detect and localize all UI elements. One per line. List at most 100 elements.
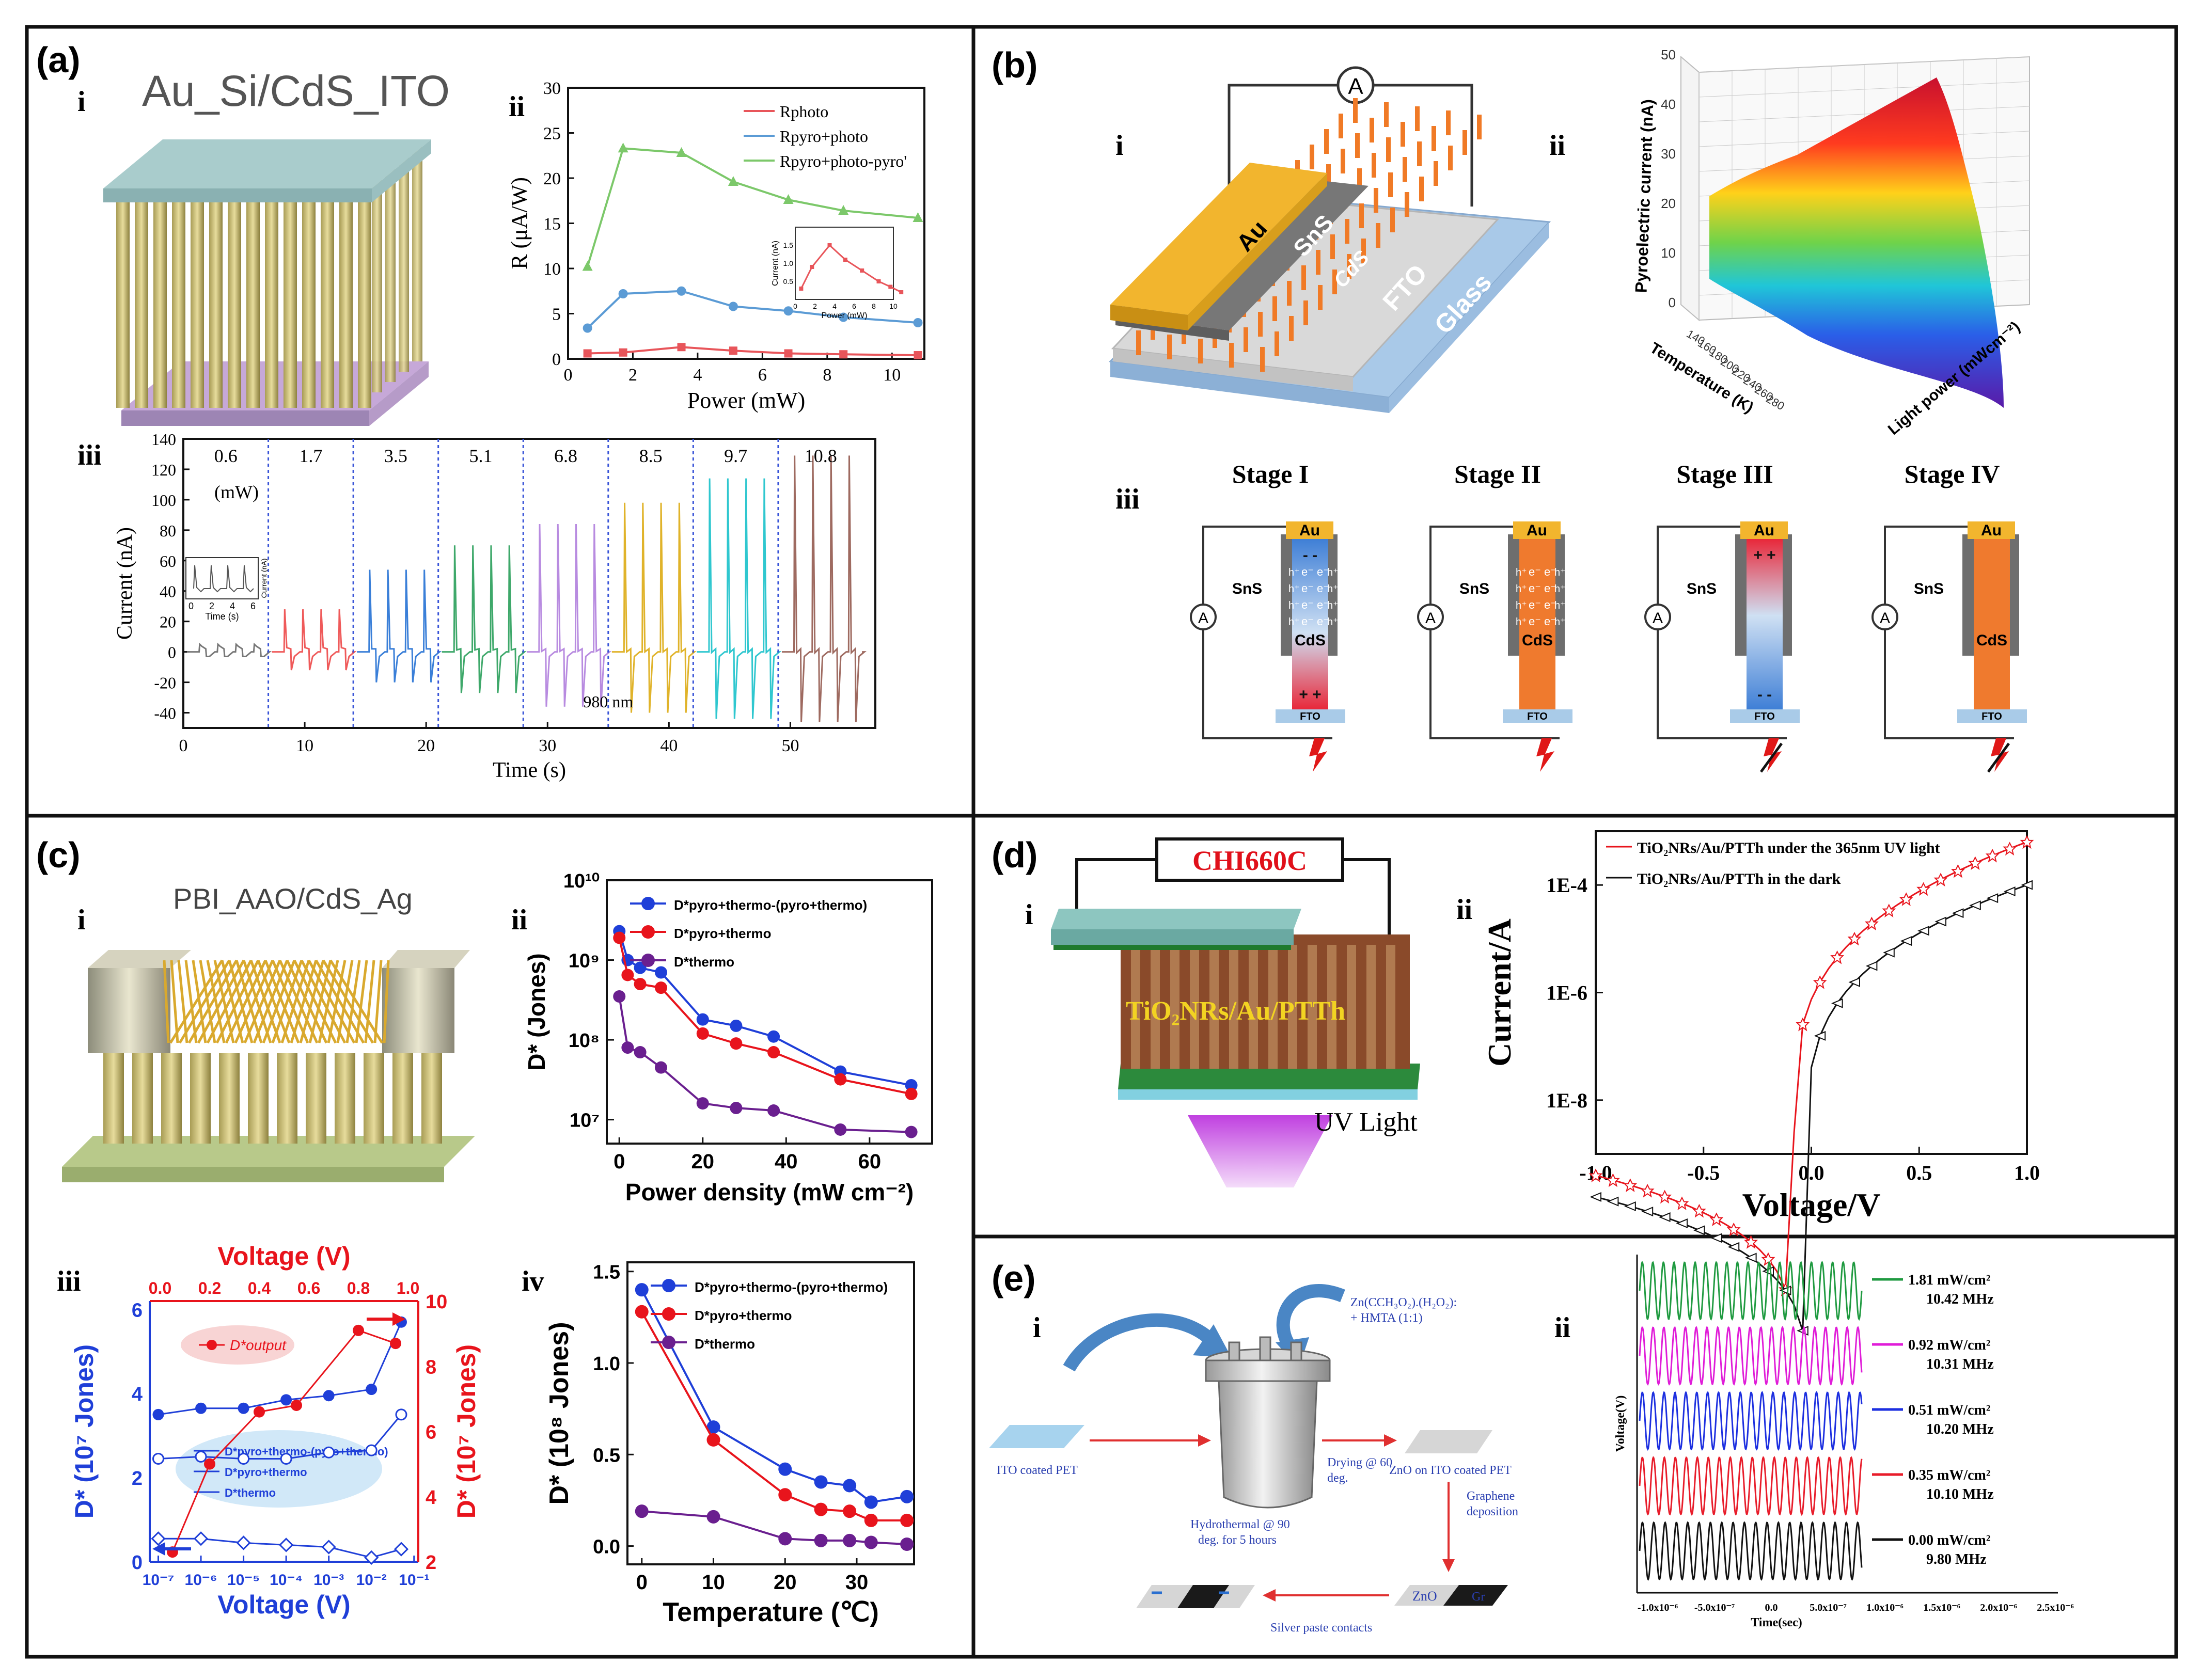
output-data-point [353,1324,364,1336]
data-point [613,931,626,944]
panel-d-ii-tag: ii [1456,894,1472,926]
data-point [618,142,628,153]
nanowire-pillar [399,155,409,372]
electron-label: e⁻ e⁻ [1529,565,1556,578]
hole-label: h⁺ [1327,600,1339,611]
cds-mesh-wire [187,959,238,1044]
tio2-nanorod [1386,945,1395,1069]
data-point [677,286,686,296]
voltage-trace [1639,1521,1863,1581]
legend-label: TiO₂NRs/Au/PTTh under the 365nm UV light [1637,839,1940,857]
tio2-nanorod [1131,945,1140,1069]
data-point [1744,1235,1758,1249]
current-trace [697,478,782,719]
panel-c-i-tag: i [77,904,86,936]
data-point [280,1452,292,1465]
data-point [676,147,687,157]
data-point [655,1061,667,1074]
y-tick-label: 2 [132,1468,143,1489]
data-point [395,1408,407,1421]
panel-a-iii-tag: iii [77,439,102,471]
data-point [1693,1225,1705,1235]
cds-nanorod [1339,114,1343,138]
hole-label: h⁺ [1288,616,1300,628]
inset-y-tick: 0.5 [783,277,794,286]
x-tick-label: 1.0 [2014,1161,2040,1184]
data-point [193,1531,209,1546]
legend-marker [662,1307,675,1321]
inset-point [810,265,814,269]
data-point [152,1408,164,1420]
data-point [655,966,667,979]
data-point [728,302,738,311]
aao-pillar [364,1053,384,1144]
data-point [864,1535,878,1549]
y-tick-label: 6 [132,1299,143,1321]
data-point [1968,856,1983,870]
cds-nanorod [1330,234,1335,259]
x-tick-label: 20 [774,1571,797,1594]
panel-d: (d) i CHI660C TiO₂NRs/Au/PTTh UV Light i… [992,830,2040,1336]
data-point [280,1394,292,1406]
data-point [778,1532,792,1546]
data-point [1899,892,1913,906]
cds-mesh-wire [355,960,368,1043]
y-tick-label: 0.0 [593,1536,620,1558]
panel-a: (a) i Au_Si/CdS_ITO ii 0 2 4 6 8 100510152025… [36,40,925,782]
cds-nanorod [1332,270,1337,294]
y-axis-label: D* (10⁸ Jones) [544,1322,574,1504]
inset-x-tick: 8 [872,302,876,310]
cds-nanorod [1355,133,1360,158]
data-point [900,1538,914,1551]
cds-nanorod [1446,110,1451,135]
cds-mesh-wire [293,959,337,1044]
y-tick-label: 80 [160,521,176,540]
data-point [1814,1031,1826,1041]
cds-nanorod [1326,164,1331,189]
legend-label: Rpyro+photo-pyro' [780,152,907,170]
y-tick-label: 1E-4 [1546,874,1587,897]
panel-b-label: (b) [992,45,1037,85]
current-trace [357,569,442,683]
aao-pillar [392,1053,413,1144]
electron-label: e⁻ e⁻ [1301,582,1329,595]
y-tick-label: 100 [151,491,176,510]
x-axis-label: Power density (mW cm⁻²) [625,1179,914,1206]
e-i-hydro-1: Hydrothermal @ 90 [1190,1518,1290,1531]
hole-label: h⁺ [1288,600,1300,611]
power-label: 5.1 [469,446,492,466]
cds-nanorod [1370,118,1374,142]
b-i-ammeter-label: A [1348,74,1363,99]
inset-x-tick: 10 [889,302,898,310]
nanowire-pillar [116,191,130,408]
legend-frequency: 10.20 MHz [1926,1421,1994,1437]
x-tick-label: 0 [564,366,573,385]
top-x-axis-label: Voltage (V) [217,1242,350,1271]
data-point [1709,1212,1724,1227]
inset-y-tick: 1.5 [783,241,794,249]
cds-nanorod [1419,177,1424,201]
e-i-graphene-2: deposition [1467,1505,1518,1518]
top-x-tick-label: 0.2 [198,1279,221,1297]
e-i-graphene-1: Graphene [1467,1489,1515,1503]
y-tick-label: -40 [154,704,176,723]
top-x-tick-label: 0.6 [297,1279,320,1297]
fto-electrode [1730,709,1800,723]
data-point [195,1402,207,1414]
cds-nanorod [1432,126,1436,151]
y-tick-label: 10¹⁰ [563,870,600,892]
voltage-trace [1639,1325,1863,1386]
chart-d-ii: -1.0-0.50.00.51.01E-81E-61E-4Voltage/VCu… [1481,830,2040,1336]
inset-frame [185,557,259,599]
data-point [1933,873,1948,887]
chart-c-ii: 0 20 40 60 10⁷ 10⁸ 10⁹ 10¹⁰ Power density (mW cm… [523,870,933,1206]
panel-c-iii-tag: iii [57,1265,81,1297]
legend-label: D*pyro+thermo [695,1308,792,1323]
x-tick-label: 0.0 [1765,1602,1778,1613]
data-point [621,969,634,981]
c-i-device-illustration [62,950,475,1182]
data-point [814,1475,828,1489]
data-point [913,212,923,222]
